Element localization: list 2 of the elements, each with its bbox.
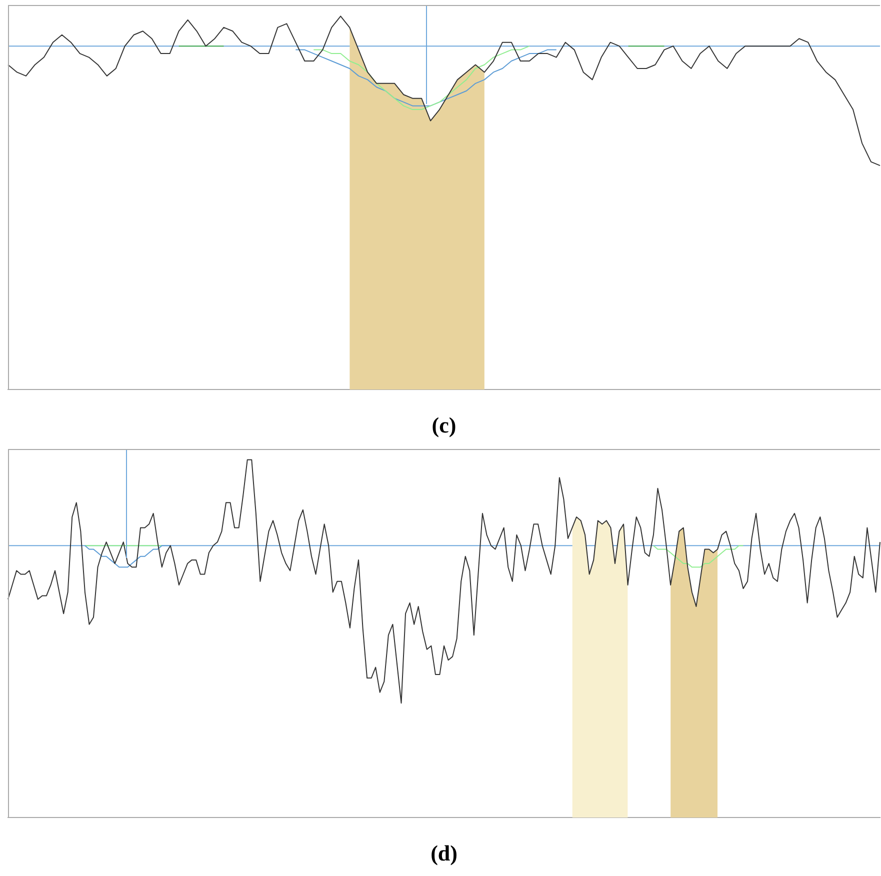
text: (d)	[430, 840, 458, 866]
text: (c)	[432, 412, 456, 438]
